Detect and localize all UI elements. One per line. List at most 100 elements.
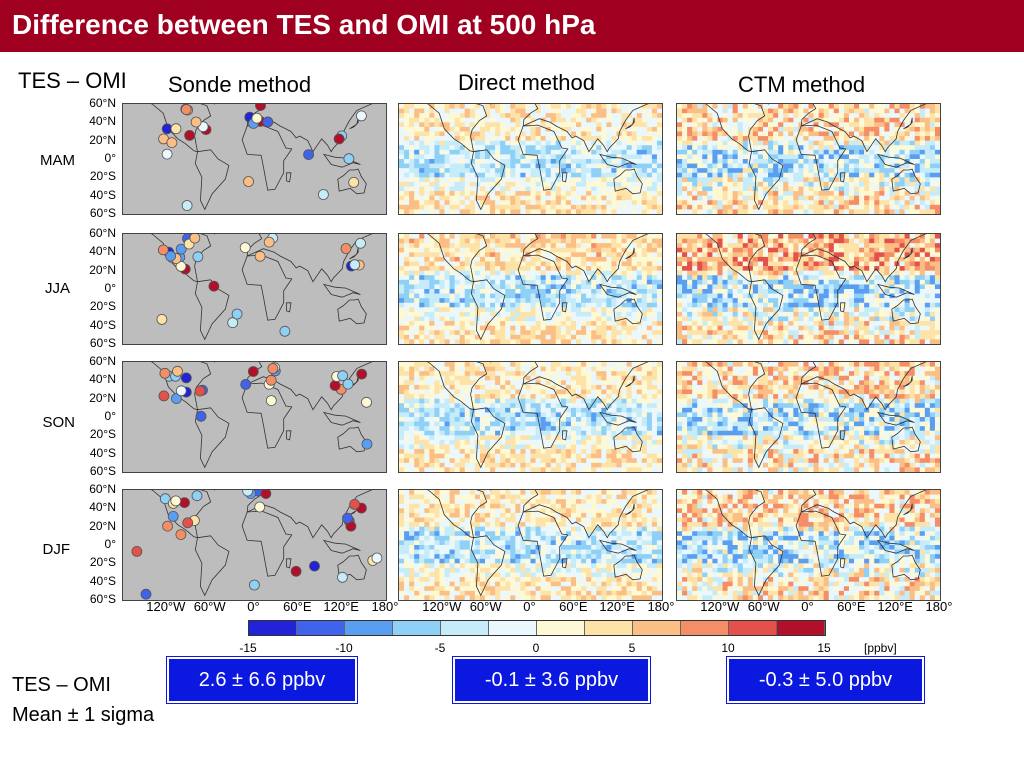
stat-ctm: -0.3 ± 5.0 ppbv	[727, 657, 924, 703]
sonde-station-marker	[279, 325, 291, 337]
coastline	[322, 153, 361, 168]
coastline	[337, 168, 367, 195]
sonde-station-marker	[167, 510, 179, 522]
sonde-station-marker	[180, 104, 192, 115]
lat-tick-label: 20°S	[89, 299, 116, 314]
lat-tick-label: 40°N	[89, 114, 116, 129]
sonde-station-marker	[170, 123, 182, 135]
map-panel-direct-son	[398, 361, 663, 473]
coastline	[840, 430, 846, 441]
coastline	[704, 490, 766, 539]
lat-tick-label: 20°N	[89, 132, 116, 147]
lon-tick-label: 120°W	[422, 599, 462, 614]
season-label-mam: MAM	[40, 152, 75, 169]
colorbar-unit: [ppbv]	[864, 641, 897, 655]
lat-tick-label: 20°N	[89, 390, 116, 405]
sonde-station-marker	[171, 393, 182, 404]
difference-grid	[399, 362, 662, 472]
coastline	[470, 149, 506, 211]
lat-tick-label: 40°N	[89, 500, 116, 515]
coastline	[322, 411, 361, 426]
map-graphic	[677, 490, 940, 600]
coastline	[795, 254, 847, 321]
colorbar-tick-label: -10	[335, 641, 353, 655]
map-graphic	[123, 490, 386, 600]
lat-tick-label: 40°S	[89, 187, 116, 202]
sonde-station-marker	[254, 250, 266, 262]
coastline	[241, 124, 293, 191]
sonde-station-marker	[349, 259, 361, 271]
colorbar-tick-label: 15	[817, 641, 831, 655]
lat-tick-label: 60°N	[89, 96, 116, 110]
sonde-station-marker	[165, 250, 176, 262]
coastline	[800, 234, 927, 283]
sonde-station-marker	[255, 104, 266, 111]
header-direct-method: Direct method	[458, 70, 595, 95]
sonde-station-marker	[355, 110, 367, 122]
sonde-station-marker	[333, 133, 345, 145]
sonde-station-marker	[161, 148, 173, 160]
lat-tick-label: 0°	[104, 409, 116, 423]
map-panel-direct-jja	[398, 233, 663, 345]
sonde-station-marker	[194, 385, 206, 397]
page-title: Difference between TES and OMI at 500 hP…	[12, 9, 596, 40]
colorbar-tick-label: -15	[239, 641, 257, 655]
sonde-station-marker	[243, 176, 254, 187]
lat-tick-label: 40°N	[89, 244, 116, 259]
sonde-station-marker	[192, 251, 204, 263]
sonde-station-marker	[342, 378, 354, 390]
coastline	[625, 375, 635, 388]
coastline	[426, 234, 488, 283]
sonde-station-marker	[158, 390, 170, 402]
coastline	[903, 503, 913, 516]
lon-tick-label: 0°	[801, 599, 814, 614]
lon-tick-label: 120°E	[323, 599, 359, 614]
colorbar-swatch	[585, 621, 633, 635]
coastline	[876, 539, 915, 554]
coastline	[337, 554, 367, 581]
lat-tick-label: 60°N	[89, 226, 116, 240]
lon-tick-label: 0°	[247, 599, 260, 614]
coastline	[704, 234, 766, 283]
colorbar-swatch	[345, 621, 393, 635]
lon-tick-label: 60°E	[559, 599, 588, 614]
sonde-station-marker	[262, 116, 274, 128]
map-graphic	[677, 234, 940, 344]
coastline	[704, 362, 766, 411]
coastline	[800, 490, 927, 539]
coastline	[903, 375, 913, 388]
sonde-station-marker	[172, 365, 183, 377]
sonde-station-marker	[348, 177, 360, 188]
coastline	[322, 283, 361, 298]
coastline	[194, 149, 230, 211]
coastline	[426, 490, 488, 539]
difference-grid	[677, 104, 940, 214]
sonde-station-marker	[240, 378, 252, 390]
coastline	[470, 535, 506, 597]
coastline	[625, 117, 635, 130]
sonde-station-marker	[336, 571, 348, 583]
map-graphic	[677, 362, 940, 472]
stat-direct: -0.1 ± 3.6 ppbv	[453, 657, 650, 703]
sonde-station-marker	[140, 588, 152, 600]
coastline	[840, 558, 846, 569]
lon-tick-label: 180°	[647, 599, 675, 614]
coastline	[598, 153, 637, 168]
lat-tick-label: 40°S	[89, 573, 116, 588]
coastline	[598, 411, 637, 426]
sonde-station-marker	[355, 237, 366, 249]
season-label-jja: JJA	[44, 280, 70, 297]
sonde-station-marker	[361, 438, 373, 450]
coastline	[426, 362, 488, 411]
coastline	[800, 362, 927, 411]
sonde-station-marker	[190, 116, 202, 128]
coastline	[876, 153, 915, 168]
colorbar-tick-label: 0	[532, 641, 540, 655]
sonde-station-marker	[159, 493, 171, 505]
colorbar-tick-label: 10	[721, 641, 735, 655]
sonde-station-marker	[251, 112, 263, 124]
sonde-station-marker	[175, 529, 187, 540]
coastline	[903, 117, 913, 130]
sonde-station-marker	[131, 546, 143, 557]
colorbar-swatch	[489, 621, 537, 635]
